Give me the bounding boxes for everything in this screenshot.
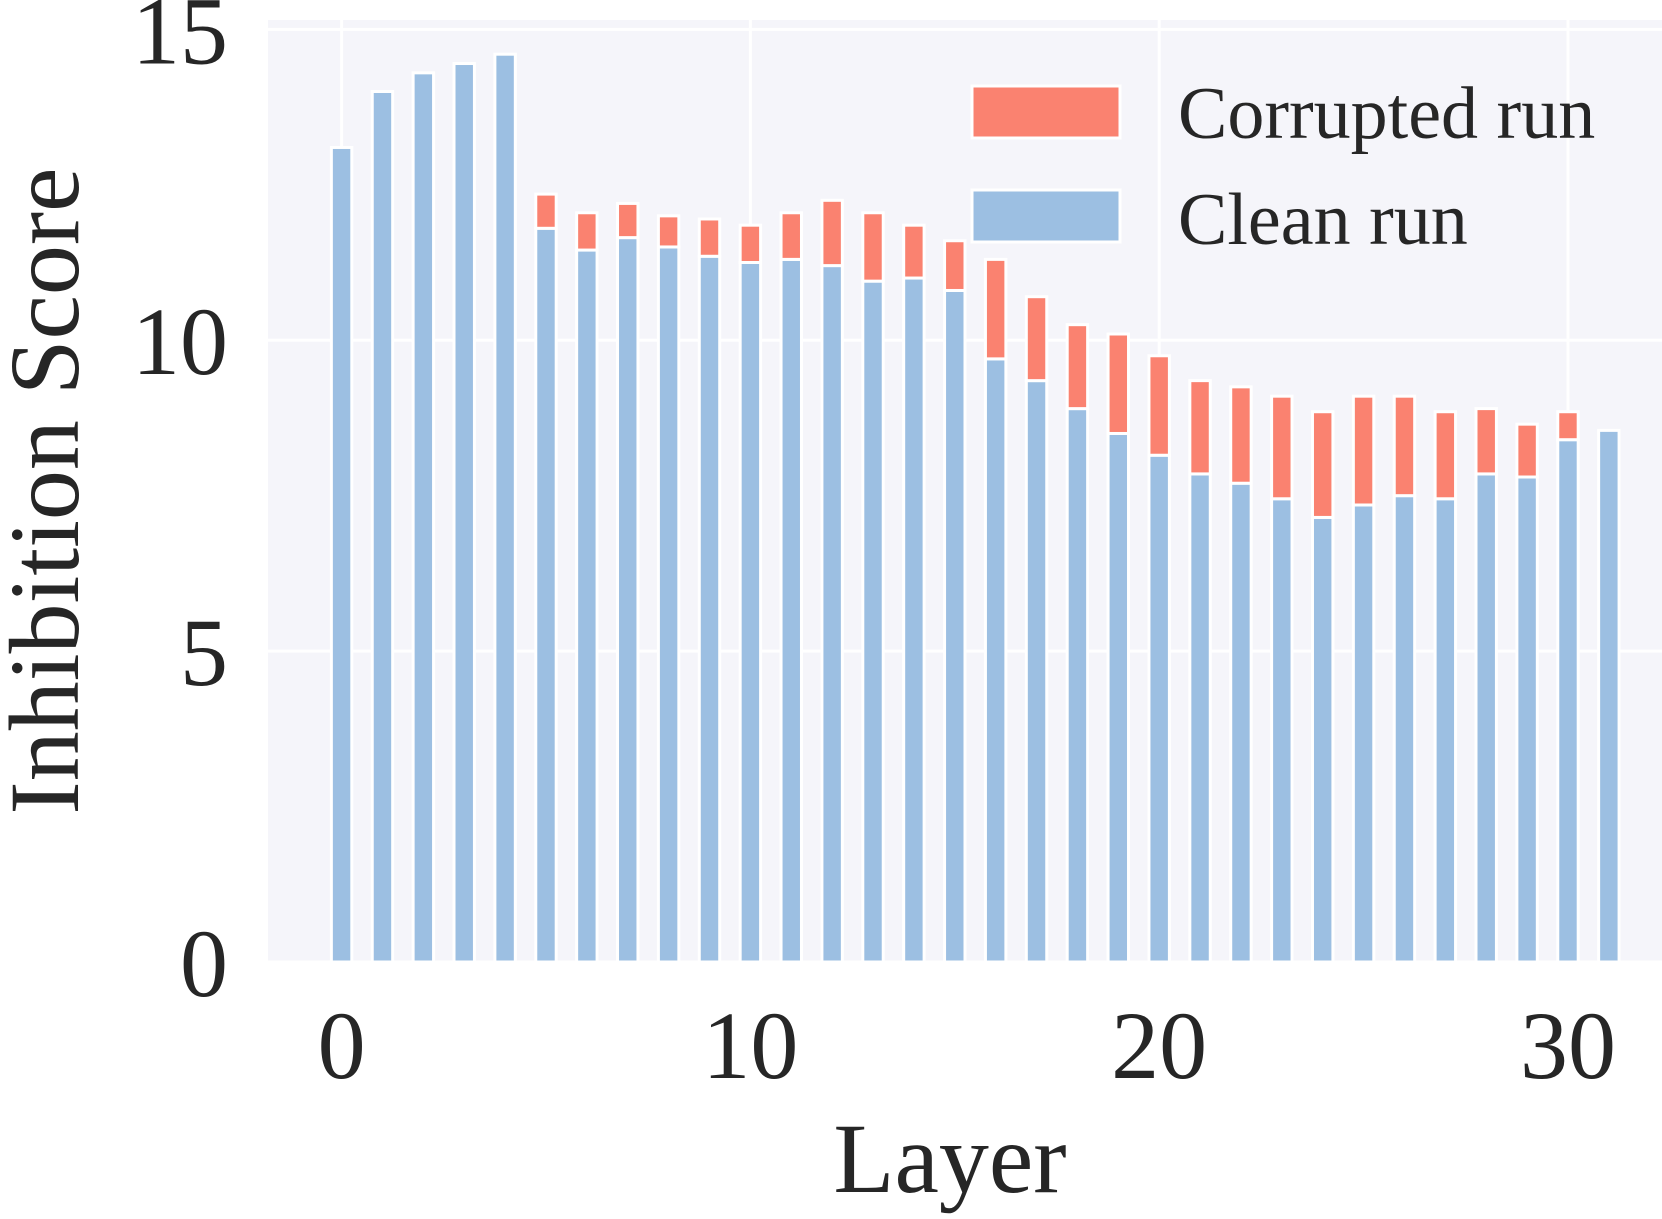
x-tick-label-10: 10 [702, 992, 798, 1099]
bar-corrupted-layer-25 [1351, 394, 1376, 507]
x-tick-label-0: 0 [318, 992, 366, 1099]
x-tick-labels: 0 10 20 30 [318, 992, 1616, 1099]
y-tick-label-15: 15 [132, 0, 228, 84]
bar-corrupted-layer-21 [1188, 379, 1212, 476]
bar-clean-layer-21 [1188, 472, 1212, 964]
bar-corrupted-layer-24 [1310, 410, 1335, 519]
bar-clean-layer-28 [1474, 472, 1498, 964]
bar-clean-layer-12 [820, 264, 844, 964]
bar-corrupted-layer-26 [1392, 394, 1417, 498]
bar-corrupted-layer-14 [902, 223, 926, 280]
bar-clean-layer-19 [1106, 431, 1131, 964]
bar-clean-layer-13 [861, 279, 885, 964]
bar-corrupted-layer-30 [1556, 410, 1580, 442]
bar-corrupted-layer-22 [1229, 385, 1253, 485]
bar-clean-layer-29 [1515, 475, 1539, 964]
legend-label-clean-run: Clean run [1178, 179, 1468, 261]
x-tick-label-20: 20 [1111, 992, 1207, 1099]
legend-label-corrupted-run: Corrupted run [1178, 73, 1595, 155]
bar-clean-layer-31 [1597, 428, 1621, 964]
legend-swatch-corrupted-run [970, 84, 1122, 140]
bar-clean-layer-23 [1270, 497, 1294, 964]
y-tick-label-10: 10 [132, 288, 228, 395]
bar-clean-layer-10 [738, 260, 763, 964]
y-tick-label-5: 5 [180, 599, 228, 706]
bar-corrupted-layer-19 [1106, 332, 1131, 435]
bar-clean-layer-26 [1392, 494, 1417, 964]
bar-clean-layer-6 [575, 248, 599, 964]
bar-clean-layer-15 [943, 288, 967, 964]
bar-clean-layer-2 [411, 71, 436, 964]
bar-corrupted-layer-15 [943, 239, 967, 292]
legend: Corrupted run Clean run [970, 73, 1595, 261]
bar-corrupted-layer-9 [697, 217, 722, 258]
bar-corrupted-layer-12 [820, 198, 844, 268]
bar-corrupted-layer-11 [779, 211, 803, 261]
bar-clean-layer-7 [616, 236, 640, 964]
bar-clean-layer-1 [370, 90, 395, 964]
bar-corrupted-layer-28 [1474, 407, 1498, 476]
bar-clean-layer-22 [1229, 481, 1253, 964]
bar-clean-layer-20 [1147, 453, 1171, 964]
bar-corrupted-layer-8 [656, 214, 681, 249]
bar-corrupted-layer-23 [1270, 394, 1294, 501]
bar-corrupted-layer-13 [861, 211, 885, 283]
bar-corrupted-layer-6 [575, 211, 599, 252]
bar-corrupted-layer-10 [738, 223, 763, 264]
y-axis-label: Inhibition Score [0, 167, 100, 814]
legend-swatch-clean-run [970, 188, 1122, 244]
bar-corrupted-layer-20 [1147, 354, 1171, 457]
bar-clean-layer-17 [1024, 379, 1049, 964]
bar-clean-layer-3 [452, 62, 476, 964]
bar-clean-layer-27 [1433, 497, 1458, 964]
bar-corrupted-layer-16 [983, 257, 1008, 361]
bar-clean-layer-4 [493, 52, 517, 964]
bar-corrupted-layer-17 [1024, 295, 1049, 383]
bar-clean-layer-8 [656, 245, 681, 964]
x-axis-label: Layer [833, 1103, 1066, 1214]
bar-clean-layer-18 [1065, 407, 1090, 964]
bar-clean-layer-11 [779, 257, 803, 964]
x-tick-label-30: 30 [1520, 992, 1616, 1099]
bar-corrupted-layer-27 [1433, 410, 1458, 501]
bar-clean-layer-24 [1310, 515, 1335, 964]
bars [329, 52, 1621, 964]
bar-corrupted-layer-29 [1515, 422, 1539, 479]
y-tick-label-0: 0 [180, 910, 228, 1017]
bar-clean-layer-16 [983, 357, 1008, 964]
bar-clean-layer-14 [902, 276, 926, 964]
bar-clean-layer-30 [1556, 438, 1580, 964]
bar-clean-layer-5 [534, 226, 558, 964]
bar-clean-layer-0 [329, 145, 354, 964]
bar-clean-layer-25 [1351, 503, 1376, 964]
bar-corrupted-layer-18 [1065, 323, 1090, 411]
y-tick-labels: 0 5 10 15 [132, 0, 228, 1017]
bar-corrupted-layer-5 [534, 192, 558, 230]
bar-corrupted-layer-7 [616, 201, 640, 240]
bar-clean-layer-9 [697, 254, 722, 964]
